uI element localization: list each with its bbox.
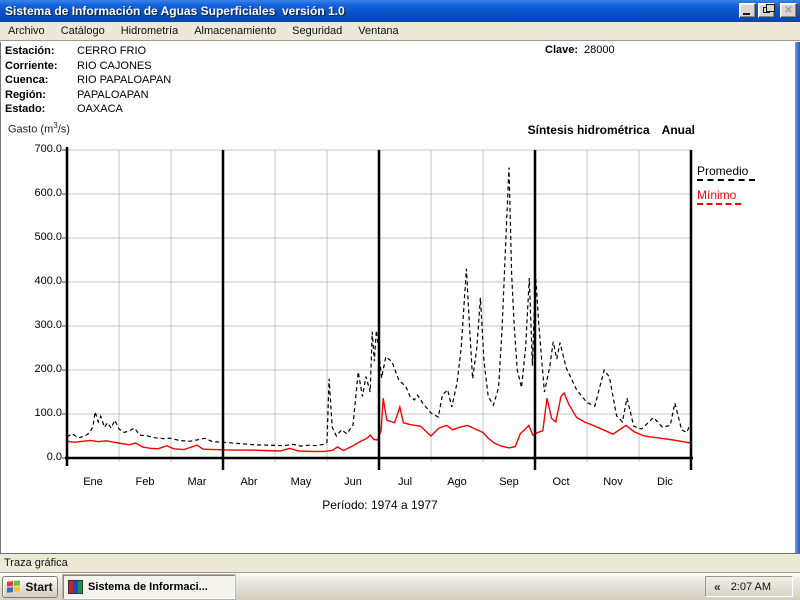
menu-bar: Archivo Catálogo Hidrometría Almacenamie… <box>0 22 800 41</box>
system-tray: « 2:07 AM <box>705 576 793 597</box>
minimize-button[interactable] <box>739 3 756 18</box>
info-row-corriente: Corriente: RIO CAJONES <box>5 59 171 74</box>
legend-promedio: Promedio <box>697 164 755 181</box>
x-tick-label: Jun <box>344 476 362 488</box>
clave-value: 28000 <box>584 44 615 56</box>
period-label: Período: 1974 a 1977 <box>322 498 438 512</box>
close-button[interactable]: ✕ <box>780 3 797 18</box>
chart-title-text: Síntesis hidrométrica <box>527 123 650 137</box>
y-tick-label: 0.0 <box>46 451 62 463</box>
station-info-panel: Estación: CERRO FRIO Corriente: RIO CAJO… <box>5 44 171 117</box>
clave-field: Clave: 28000 <box>545 44 615 56</box>
clave-label: Clave: <box>545 44 579 56</box>
info-row-estado: Estado: OAXACA <box>5 102 171 117</box>
y-tick-label: 100.0 <box>34 407 62 419</box>
start-button[interactable]: Start <box>2 576 58 598</box>
app-icon <box>68 580 83 594</box>
menu-hidrometria[interactable]: Hidrometría <box>120 25 179 37</box>
taskbar-app-button[interactable]: Sistema de Informaci... <box>63 575 235 599</box>
x-tick-label: Oct <box>552 476 570 488</box>
client-area <box>0 42 800 553</box>
chart-mode-label: Anual <box>661 123 695 137</box>
info-row-estacion: Estación: CERRO FRIO <box>5 44 171 59</box>
taskbar-clock: 2:07 AM <box>730 580 772 593</box>
window-right-border <box>795 42 800 572</box>
restore-icon <box>763 4 775 13</box>
chart-legend: Promedio Mínimo <box>697 164 755 212</box>
start-button-label: Start <box>25 580 53 594</box>
chart-canvas <box>62 147 693 470</box>
estacion-label: Estación: <box>5 45 55 57</box>
estado-value: OAXACA <box>77 103 123 115</box>
region-value: PAPALOAPAN <box>77 88 149 101</box>
chart-title: Síntesis hidrométrica Anual <box>430 123 695 137</box>
corriente-value: RIO CAJONES <box>77 59 152 72</box>
region-label: Región: <box>5 88 46 101</box>
legend-minimo: Mínimo <box>697 188 741 205</box>
restore-button[interactable] <box>758 3 775 18</box>
cuenca-label: Cuenca: <box>5 74 49 86</box>
x-tick-label: Feb <box>135 476 155 488</box>
window-controls: ✕ <box>737 3 797 18</box>
cuenca-value: RIO PAPALOAPAN <box>77 74 172 86</box>
y-tick-label: 200.0 <box>34 363 62 375</box>
y-tick-label: 300.0 <box>34 319 62 331</box>
menu-ventana[interactable]: Ventana <box>358 25 399 37</box>
x-tick-label: Jul <box>397 476 413 488</box>
x-tick-label: Ene <box>83 476 103 488</box>
estacion-value: CERRO FRIO <box>77 45 147 57</box>
minimize-icon <box>743 13 750 15</box>
x-tick-label: May <box>290 476 312 488</box>
y-axis-unit-label: Gasto (m3/s) <box>8 121 70 136</box>
menu-archivo[interactable]: Archivo <box>8 25 45 37</box>
y-tick-label: 400.0 <box>34 275 62 287</box>
x-tick-label: Ago <box>447 476 467 488</box>
tray-collapse-icon[interactable]: « <box>714 579 721 594</box>
menu-seguridad[interactable]: Seguridad <box>292 25 343 37</box>
window-title: Sistema de Información de Aguas Superfic… <box>5 4 345 18</box>
estado-label: Estado: <box>5 103 46 115</box>
title-bar: Sistema de Información de Aguas Superfic… <box>0 0 800 22</box>
windows-flag-icon <box>7 580 21 593</box>
info-row-cuenca: Cuenca: RIO PAPALOAPAN <box>5 73 171 88</box>
taskbar: Start Sistema de Informaci... « 2:07 AM <box>0 572 800 600</box>
chart-plot: Promedio Mínimo Período: 1974 a 1977 0.0… <box>0 140 800 530</box>
menu-catalogo[interactable]: Catálogo <box>60 25 105 37</box>
y-tick-label: 700.0 <box>34 143 62 155</box>
corriente-label: Corriente: <box>5 59 58 72</box>
info-row-region: Región: PAPALOAPAN <box>5 88 171 103</box>
x-tick-label: Nov <box>603 476 623 488</box>
menu-almacenamiento[interactable]: Almacenamiento <box>194 25 277 37</box>
x-tick-label: Abr <box>240 476 258 488</box>
taskbar-app-label: Sistema de Informaci... <box>88 581 208 593</box>
y-tick-label: 600.0 <box>34 187 62 199</box>
status-text: Traza gráfica <box>4 557 68 569</box>
x-tick-label: Sep <box>499 476 519 488</box>
status-bar: Traza gráfica <box>0 553 800 572</box>
x-tick-label: Mar <box>187 476 207 488</box>
y-tick-label: 500.0 <box>34 231 62 243</box>
x-tick-label: Dic <box>657 476 673 488</box>
